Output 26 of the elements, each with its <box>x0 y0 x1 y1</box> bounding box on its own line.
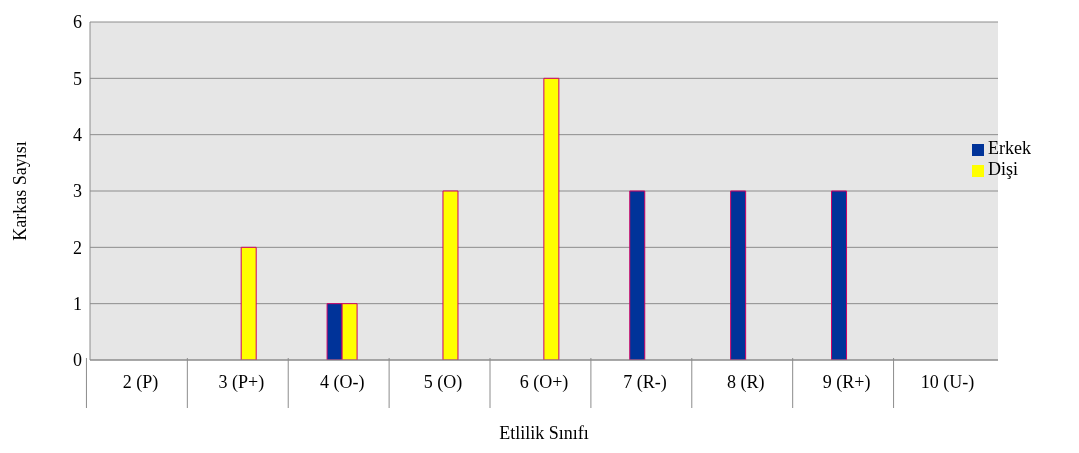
y-tick-label: 6 <box>73 12 82 33</box>
y-tick-label: 1 <box>73 294 82 315</box>
bar <box>831 190 848 360</box>
x-tick-label: 6 (O+) <box>519 372 569 393</box>
bar <box>730 190 747 360</box>
y-tick-label: 2 <box>73 237 82 258</box>
y-tick-label: 0 <box>73 350 82 371</box>
bar <box>543 77 560 360</box>
y-tick-label: 4 <box>73 125 82 146</box>
y-tick-label: 5 <box>73 68 82 89</box>
x-tick-label: 9 (R+) <box>822 372 871 393</box>
x-tick-label: 2 (P) <box>122 372 159 393</box>
x-tick-label: 4 (O-) <box>319 372 365 393</box>
x-tick-label: 3 (P+) <box>218 372 265 393</box>
x-tick-label: 5 (O) <box>423 372 463 393</box>
bar <box>240 246 257 360</box>
x-axis-title: Etlilik Sınıfı <box>499 423 589 443</box>
x-tick-label: 7 (R-) <box>623 372 667 393</box>
bar <box>629 190 646 360</box>
bar <box>442 190 459 360</box>
legend-label: Erkek <box>988 138 1031 158</box>
legend-label: Dişi <box>988 159 1019 179</box>
y-tick-label: 3 <box>73 181 82 202</box>
x-tick-label: 8 (R) <box>727 372 765 393</box>
y-axis-title: Karkas Sayısı <box>10 141 31 241</box>
x-tick-label: 10 (U-) <box>920 372 975 393</box>
